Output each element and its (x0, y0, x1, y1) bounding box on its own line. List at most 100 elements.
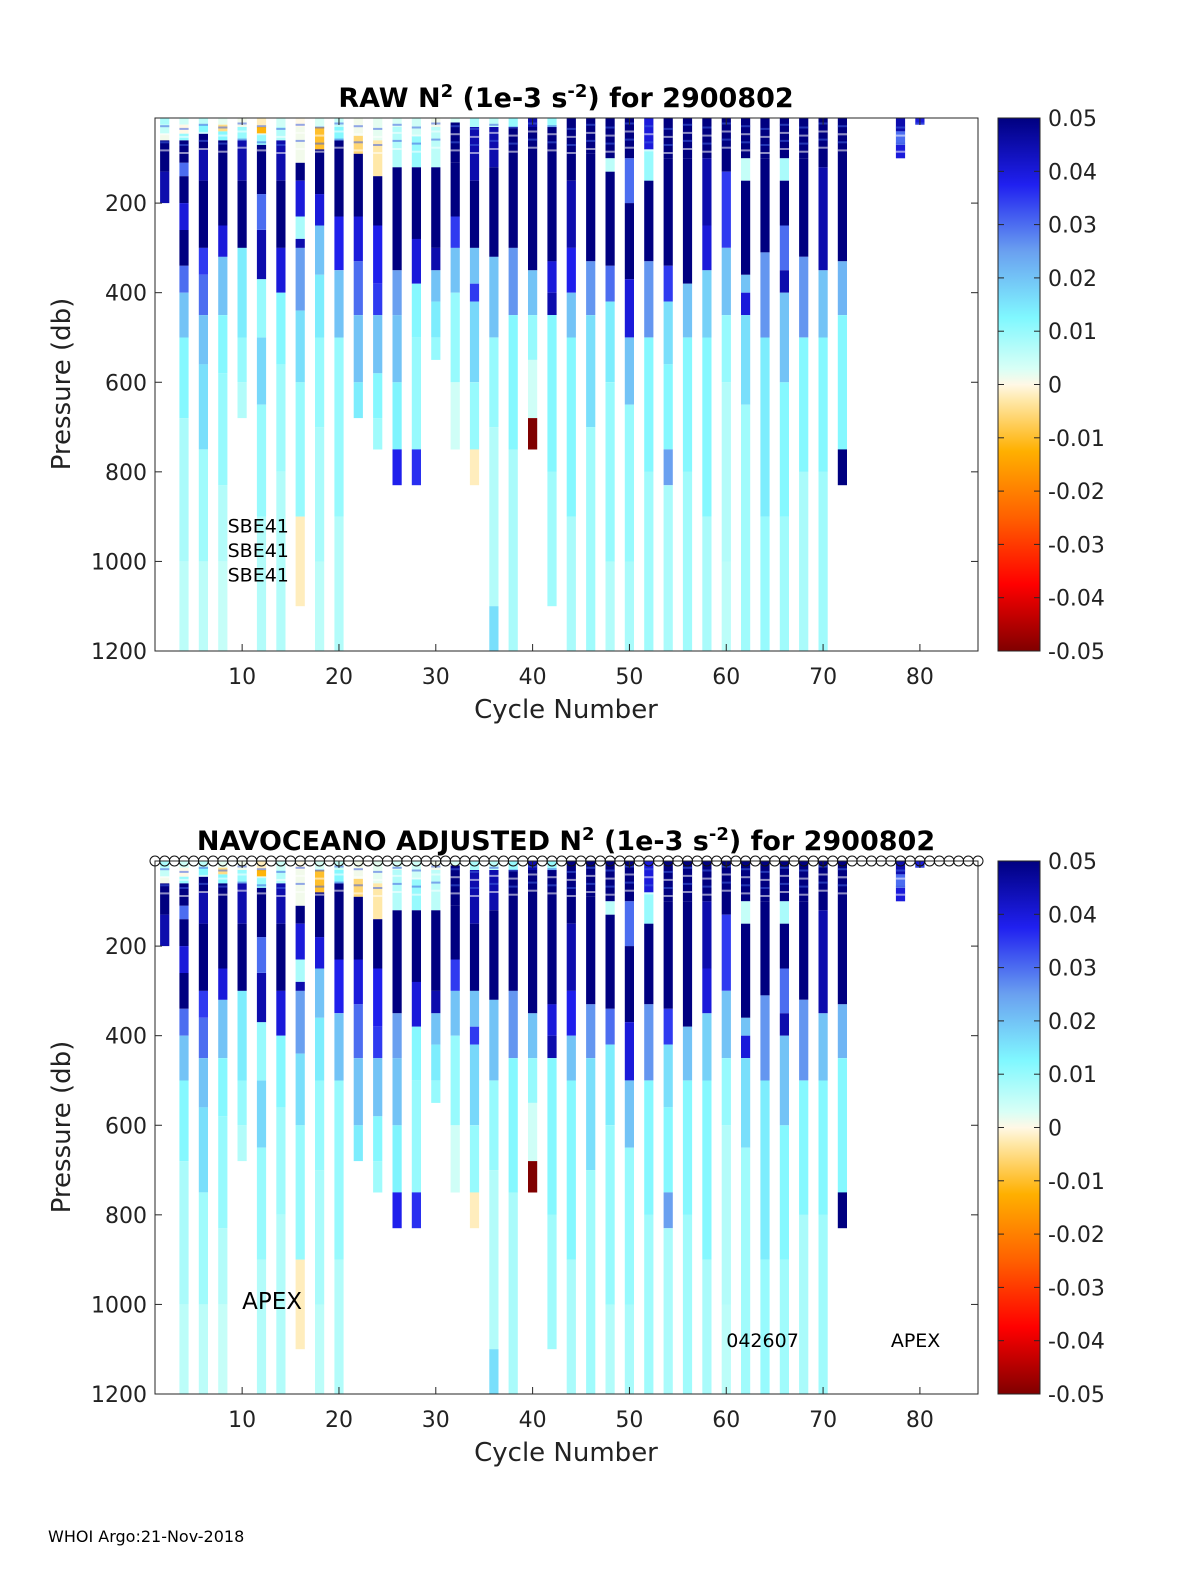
n2-fine-band (605, 893, 615, 896)
n2-segment (644, 1004, 654, 1081)
n2-fine-band (489, 891, 499, 893)
profile-column-cycle-72 (837, 118, 847, 486)
n2-segment (160, 876, 170, 884)
n2-fine-band (160, 892, 170, 895)
n2-segment (315, 118, 325, 127)
n2-fine-band (547, 133, 557, 136)
n2-fine-band (644, 133, 654, 136)
raw-n2-panel: RAW N2 (1e-3 s-2) for 2900802 SBE41SBE41… (47, 81, 1105, 725)
n2-fine-band (508, 869, 518, 872)
n2-segment (256, 887, 267, 938)
n2-segment (663, 364, 673, 450)
n2-fine-band (276, 152, 286, 154)
footer-credit: WHOI Argo:21-Nov-2018 (48, 1527, 244, 1546)
profile-column-cycle-20 (334, 861, 344, 1394)
n2-fine-band (741, 876, 751, 879)
n2-segment (605, 158, 615, 172)
n2-segment (295, 180, 305, 217)
n2-segment (489, 1080, 499, 1171)
n2-segment (295, 1125, 305, 1260)
n2-fine-band (489, 123, 499, 126)
n2-fine-band (586, 139, 596, 142)
colorbar-tick-label: -0.04 (1048, 587, 1105, 612)
n2-segment (373, 1116, 383, 1162)
n2-segment (218, 315, 228, 374)
profile-column-cycle-12 (256, 118, 267, 651)
n2-segment (431, 167, 441, 248)
n2-fine-band (566, 895, 576, 897)
n2-fine-band (624, 889, 634, 892)
n2-segment (431, 247, 441, 271)
n2-fine-band (799, 150, 809, 153)
n2-segment (373, 225, 383, 284)
n2-fine-band (547, 141, 557, 144)
n2-segment (353, 896, 363, 960)
n2-segment (353, 382, 363, 419)
n2-fine-band (605, 142, 615, 145)
n2-segment (566, 861, 576, 924)
n2-segment (179, 1161, 189, 1305)
n2-fine-band (315, 134, 325, 137)
n2-fine-band (818, 138, 828, 141)
n2-segment (528, 1161, 538, 1193)
n2-segment (160, 171, 170, 204)
n2-fine-band (508, 134, 518, 137)
n2-segment (837, 449, 847, 486)
n2-fine-band (721, 873, 731, 876)
n2-segment (741, 404, 751, 651)
y-tick-label: 200 (105, 935, 147, 960)
n2-fine-band (528, 881, 538, 884)
n2-segment (682, 901, 693, 1027)
profile-column-cycle-4 (179, 118, 189, 651)
n2-segment (276, 247, 286, 293)
n2-fine-band (508, 893, 518, 896)
n2-segment (644, 180, 654, 262)
n2-segment (256, 279, 267, 338)
n2-segment (721, 990, 731, 1059)
n2-segment (779, 270, 789, 293)
n2-segment (315, 1304, 325, 1394)
n2-fine-band (489, 148, 499, 150)
n2-fine-band (760, 144, 770, 146)
n2-segment (528, 418, 538, 450)
n2-segment (624, 337, 634, 405)
n2-segment (605, 901, 615, 915)
n2-fine-band (198, 874, 208, 877)
n2-fine-band (702, 893, 712, 896)
n2-segment (198, 274, 208, 316)
n2-segment (392, 1058, 402, 1126)
n2-fine-band (218, 134, 228, 137)
colorbar (997, 860, 1041, 1395)
x-tick-label: 60 (712, 665, 740, 690)
qc-flag-markers (149, 855, 984, 867)
n2-segment (624, 1022, 634, 1081)
n2-fine-band (528, 130, 538, 133)
n2-fine-band (489, 131, 499, 134)
n2-segment (198, 180, 208, 248)
y-tick-label: 600 (105, 1114, 147, 1139)
n2-segment (799, 1214, 809, 1394)
n2-fine-band (295, 139, 305, 142)
n2-fine-band (895, 126, 906, 129)
n2-segment (373, 140, 383, 177)
x-axis-label: Cycle Number (474, 1438, 658, 1468)
n2-segment (566, 990, 576, 1036)
n2-fine-band (276, 127, 286, 130)
n2-segment (489, 999, 499, 1081)
n2-segment (624, 861, 634, 902)
n2-fine-band (489, 139, 499, 142)
colorbar (997, 117, 1041, 652)
profile-column-cycle-42 (547, 118, 557, 607)
n2-segment (702, 337, 712, 517)
n2-fine-band (198, 148, 208, 150)
n2-segment (721, 561, 731, 651)
n2-fine-band (721, 881, 731, 884)
n2-segment (508, 247, 518, 316)
n2-segment (586, 1058, 596, 1171)
x-tick-label: 40 (519, 665, 547, 690)
colorbar-ticks: 0.05 0.04 0.03 0.02 0.01 0 -0.01 -0.02 -0.03 -0.0… (998, 850, 1105, 1408)
colorbar-tick-label: 0.05 (1048, 850, 1097, 875)
n2-fine-band (179, 878, 189, 881)
n2-fine-band (682, 874, 693, 877)
